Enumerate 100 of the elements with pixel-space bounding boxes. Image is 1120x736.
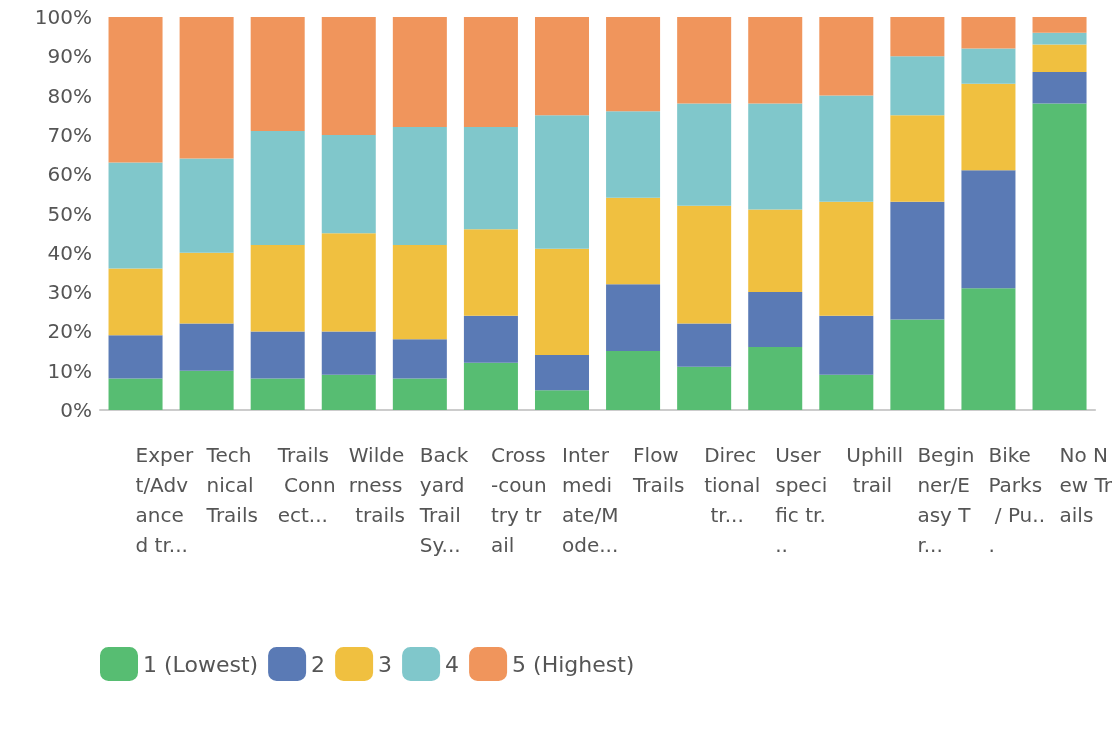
bar [890,115,945,202]
bar [819,374,874,410]
y-tick-label: 70% [47,122,92,147]
bar [108,268,163,336]
bar [748,347,803,410]
x-tick-label: Technical Trails [205,443,261,527]
bar [321,233,376,332]
bar [606,284,661,352]
bar [819,17,874,96]
x-tick-label: Expert/Advanced tr... [135,443,195,557]
bar [1032,32,1087,45]
bar [463,17,518,128]
bar [677,205,732,324]
bar [890,319,945,410]
bar [1032,44,1087,73]
bar [534,354,590,391]
y-tick-label: 0% [60,398,92,422]
bar [179,370,234,410]
bar [677,323,732,367]
bar [108,17,163,163]
bar [961,170,1016,289]
legend-label: 5 (Highest) [512,651,635,677]
bar [392,17,447,128]
bar [321,374,376,410]
bar [250,17,305,131]
bar [250,331,305,379]
y-tick-label: 30% [47,280,92,305]
bar [819,315,874,375]
bar [606,197,661,285]
y-tick-label: 90% [47,44,92,69]
bar [392,127,447,245]
bar [961,83,1016,171]
bar [108,335,163,379]
bar [819,95,874,202]
x-tick-label: Uphill trail [846,443,903,497]
bar [179,17,234,159]
y-tick-label: 10% [47,358,92,383]
x-tick-label: Backyard Trail Sy... [418,443,471,557]
bar [961,17,1016,49]
x-tick-label: Trails Connect... [276,443,336,527]
legend-label: 1 (Lowest) [143,651,259,677]
x-tick-label: Directional tr... [704,443,761,527]
bar [179,158,234,253]
bar [677,103,732,206]
x-tick-label: User specific tr... [775,443,828,557]
bar [321,134,376,234]
legend-label: 4 [445,651,460,677]
bar [179,323,234,371]
bar [890,17,945,57]
y-tick-label: 60% [47,162,92,187]
bar [108,162,163,269]
x-tick-label: Beginner/Easy Tr... [917,443,975,557]
bar [819,201,874,316]
bar [1032,17,1087,33]
bar [748,209,803,293]
legend-label: 3 [378,651,393,677]
bar [1032,103,1087,410]
bar [321,17,376,135]
y-tick-label: 100% [34,5,92,29]
bar [463,362,518,410]
x-tick-label: Bike Parks / Pu... [988,443,1046,557]
bar [534,248,590,355]
bar [534,17,590,116]
x-tick-label: Wilderness trails [348,443,405,527]
bar [463,229,518,316]
y-tick-label: 80% [47,83,92,108]
bar [961,288,1016,410]
bar [890,201,945,320]
bar [677,17,732,104]
bar [463,127,518,230]
x-tick-label: Intermediate/Mode... [562,443,619,557]
bar [748,103,803,210]
bar [534,115,590,249]
bar [179,252,234,324]
y-tick-label: 50% [47,201,92,226]
x-tick-label: Cross-country trail [490,443,547,557]
bar [1032,72,1087,104]
bar [748,17,803,104]
bar [392,244,447,340]
bar [606,111,661,198]
bar [961,48,1016,84]
bar [250,130,305,245]
bar [677,366,732,410]
y-tick-label: 20% [47,319,92,344]
bar [392,339,447,379]
x-tick-label: No New Trails [1059,443,1113,527]
bar [748,292,803,348]
legend-label: 2 [311,651,326,677]
bar [606,17,661,112]
bar [250,378,305,410]
bar [250,244,305,332]
x-tick-label: Flow Trails [632,443,686,497]
bar [890,56,945,116]
bar [606,351,661,410]
bar [463,315,518,363]
bar [108,378,163,410]
bar [534,390,590,410]
bar [321,331,376,375]
y-tick-label: 40% [47,240,92,265]
bar [392,378,447,410]
